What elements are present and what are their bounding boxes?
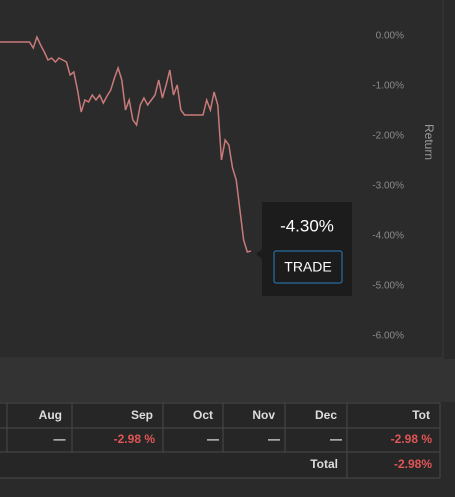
y-tick-label: -3.00%: [372, 181, 404, 192]
y-tick-label: -6.00%: [372, 331, 404, 342]
column-header: Aug: [39, 408, 62, 422]
column-header: Dec: [315, 408, 337, 422]
column-header: Oct: [193, 408, 213, 422]
spacer: [0, 359, 455, 402]
y-tick-label: -2.00%: [372, 131, 404, 142]
y-tick-label: -4.00%: [372, 231, 404, 242]
chart-panel: [0, 0, 443, 358]
tooltip-arrow: [256, 249, 262, 259]
return-line: [0, 34, 252, 253]
table-grid: [0, 402, 441, 479]
table-bg: [0, 403, 440, 478]
tooltip-value: -4.30%: [280, 216, 334, 235]
cell: -2.98 %: [114, 432, 156, 446]
column-header: Tot: [412, 408, 430, 422]
cell: —: [54, 432, 66, 446]
cell: —: [268, 432, 280, 446]
total-label: Total: [310, 457, 338, 471]
cell: —: [207, 432, 219, 446]
cell: -2.98 %: [391, 432, 433, 446]
trade-button[interactable]: [273, 250, 343, 284]
column-header: Sep: [131, 408, 153, 422]
y-tick-label: -5.00%: [372, 281, 404, 292]
total-value: -2.98%: [394, 457, 432, 471]
cell: —: [330, 432, 342, 446]
table: Aug — Sep -2.98 % Oct — Nov — Dec — Tot -2.98 % Tota…: [0, 402, 441, 479]
y-tick-label: -1.00%: [372, 81, 404, 92]
trade-button-label[interactable]: TRADE: [284, 259, 331, 275]
column-header: Nov: [252, 408, 275, 422]
y-axis-label: Return: [422, 124, 436, 160]
y-tick-label: 0.00%: [376, 31, 404, 42]
